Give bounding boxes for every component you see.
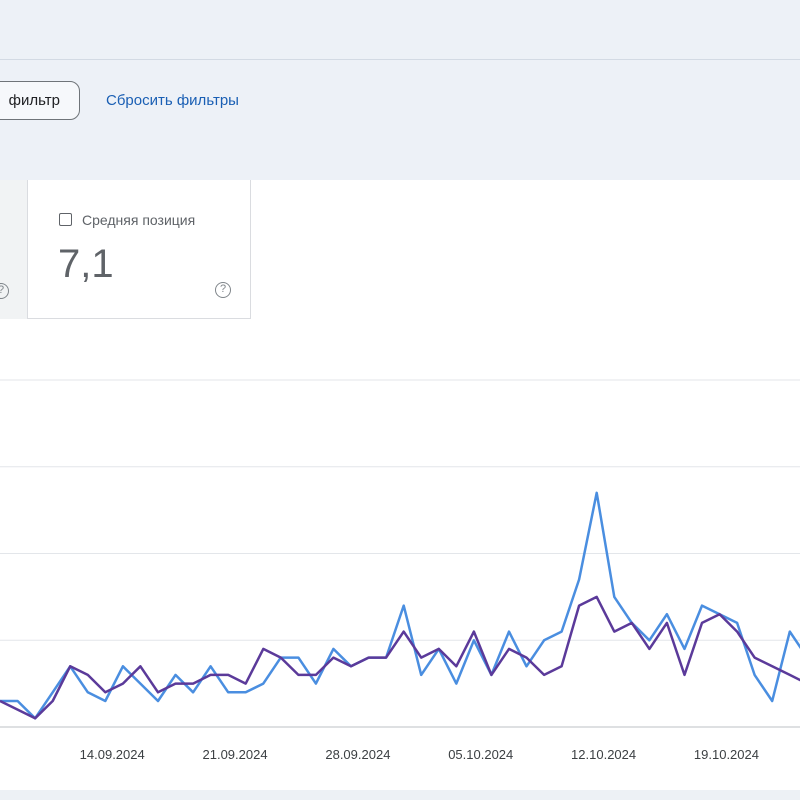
x-tick-label: 28.09.2024 (325, 747, 390, 762)
header-divider (0, 59, 800, 60)
filter-bar (0, 0, 800, 180)
chart-series (0, 491, 800, 720)
x-tick-label: 05.10.2024 (448, 747, 513, 762)
help-icon[interactable]: ? (215, 282, 231, 298)
metric-card-label: Средняя позиция (82, 212, 196, 228)
x-axis-ticks: 14.09.2024 21.09.2024 28.09.2024 05.10.2024… (80, 747, 759, 762)
metric-card-value: 7,1 (58, 242, 114, 286)
metric-card-previous[interactable]: ? (0, 180, 28, 319)
metric-card-average-position[interactable]: Средняя позиция 7,1 ? (28, 180, 251, 319)
help-icon[interactable]: ? (0, 283, 9, 299)
series-line-2 (0, 595, 800, 720)
filter-button[interactable]: фильтр (0, 81, 80, 120)
average-position-checkbox[interactable] (59, 213, 72, 226)
x-tick-label: 14.09.2024 (80, 747, 145, 762)
chart-grid (0, 379, 800, 728)
x-tick-label: 19.10.2024 (694, 747, 759, 762)
x-tick-label: 12.10.2024 (571, 747, 636, 762)
series-line-1 (0, 491, 800, 720)
bottom-strip (0, 790, 800, 800)
x-tick-label: 21.09.2024 (203, 747, 268, 762)
filter-button-label: фильтр (8, 92, 60, 109)
reset-filters-link[interactable]: Сбросить фильтры (106, 92, 239, 109)
performance-line-chart: 14.09.2024 21.09.2024 28.09.2024 05.10.2024… (0, 379, 800, 762)
